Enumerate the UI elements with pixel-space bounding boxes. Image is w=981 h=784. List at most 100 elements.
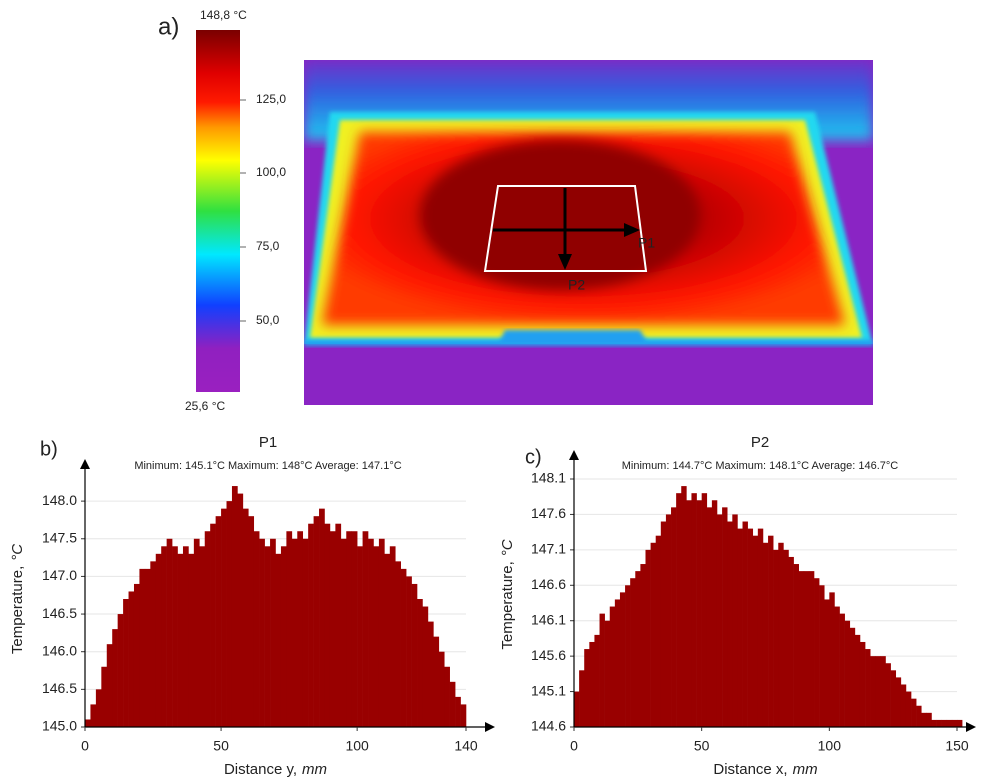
bar xyxy=(589,641,595,727)
bar xyxy=(808,571,815,727)
bar xyxy=(319,508,325,727)
bar xyxy=(351,531,358,727)
x-axis-label: Distance x, mm xyxy=(713,761,817,778)
bar xyxy=(671,507,677,727)
panel-label: c) xyxy=(525,446,542,468)
bar xyxy=(101,666,108,727)
bar xyxy=(411,583,418,727)
bar xyxy=(95,689,102,727)
bar xyxy=(640,564,646,727)
bar xyxy=(417,599,423,727)
bar xyxy=(297,531,304,727)
bar xyxy=(875,656,881,727)
y-axis-arrow xyxy=(80,459,90,469)
bar xyxy=(362,531,369,727)
bar xyxy=(788,556,794,727)
bar xyxy=(438,651,445,727)
x-axis-label-unit: mm xyxy=(302,761,327,778)
bar xyxy=(880,656,886,727)
thermal-panel: a) 148,8 °C 25,6 °C 125,0 100,0 75,0 50,… xyxy=(158,8,873,413)
bar xyxy=(793,564,799,727)
bar xyxy=(280,546,287,727)
bar xyxy=(931,719,937,727)
bar xyxy=(619,592,626,727)
bar xyxy=(177,553,184,727)
bar xyxy=(625,585,631,727)
y-axis-label-unit: °C xyxy=(9,544,26,561)
bar xyxy=(400,568,407,727)
bar xyxy=(188,553,195,727)
y-axis-label-text: Temperature, xyxy=(499,561,516,649)
bar xyxy=(248,516,255,727)
y-tick-label: 145.0 xyxy=(42,718,77,734)
y-tick-label: 146.6 xyxy=(531,576,566,592)
bar xyxy=(444,666,450,727)
bar xyxy=(941,719,948,727)
bar xyxy=(166,538,173,727)
bar xyxy=(204,531,211,727)
bar xyxy=(574,691,580,727)
bar xyxy=(128,591,135,727)
x-tick-label: 100 xyxy=(818,738,842,754)
bar xyxy=(911,698,917,727)
bar xyxy=(737,528,743,727)
x-tick-label: 50 xyxy=(213,738,229,754)
bar xyxy=(460,704,467,727)
y-tick-label: 148.0 xyxy=(42,492,77,508)
bar xyxy=(681,486,687,727)
bar xyxy=(226,501,233,727)
bar xyxy=(650,542,657,727)
chart-title: P1 xyxy=(259,434,277,451)
x-tick-label: 0 xyxy=(81,738,89,754)
bar xyxy=(275,553,282,727)
colorbar-min: 25,6 °C xyxy=(185,399,225,413)
bar xyxy=(112,629,118,727)
bar xyxy=(231,486,238,727)
bar xyxy=(834,606,840,727)
y-tick-label: 148.1 xyxy=(531,470,566,486)
bar xyxy=(865,649,871,727)
bar xyxy=(90,704,97,727)
bar xyxy=(665,514,672,727)
x-axis-label-unit: mm xyxy=(793,761,818,778)
bar xyxy=(655,535,662,727)
bar xyxy=(302,538,309,727)
bar xyxy=(286,531,293,727)
x-tick-label: 0 xyxy=(570,738,578,754)
bar xyxy=(773,549,779,727)
y-axis-label-unit: °C xyxy=(499,539,516,556)
bar xyxy=(676,493,682,727)
bar xyxy=(645,549,651,727)
x-axis-arrow xyxy=(485,722,495,732)
bar xyxy=(870,656,876,727)
bar xyxy=(686,500,692,727)
bar xyxy=(324,523,331,727)
bar xyxy=(824,599,830,727)
bar xyxy=(253,531,260,727)
bar xyxy=(368,538,374,727)
bar xyxy=(199,546,206,727)
bar xyxy=(161,546,167,727)
bar xyxy=(849,627,856,727)
bar xyxy=(155,553,162,727)
colorbar-tick-label: 100,0 xyxy=(256,165,286,179)
bar xyxy=(696,500,702,727)
x-tick-label: 50 xyxy=(694,738,710,754)
chart-subtitle: Minimum: 145.1°C Maximum: 148°C Average:… xyxy=(134,460,401,472)
bar xyxy=(885,663,891,727)
bar xyxy=(427,621,434,727)
bar xyxy=(215,516,222,727)
bar xyxy=(921,712,927,727)
bar xyxy=(346,531,352,727)
y-tick-label: 147.6 xyxy=(531,505,566,521)
bar xyxy=(778,542,784,727)
bar xyxy=(854,634,861,727)
bar xyxy=(829,592,835,727)
bar xyxy=(242,508,249,727)
bar xyxy=(803,571,810,727)
bar xyxy=(951,719,958,727)
bar xyxy=(117,614,124,727)
bar xyxy=(144,568,151,727)
y-tick-label: 144.6 xyxy=(531,718,566,734)
